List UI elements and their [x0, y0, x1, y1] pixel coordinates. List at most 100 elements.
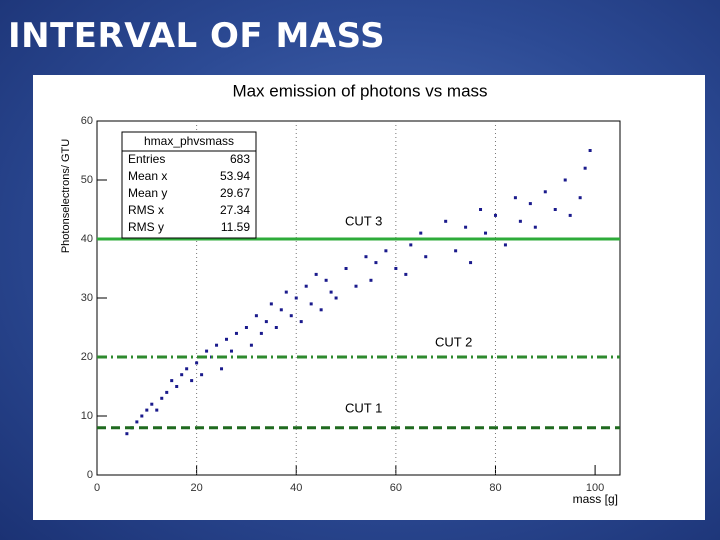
- stats-label: RMS y: [128, 220, 164, 234]
- data-point: [588, 149, 592, 152]
- data-point: [324, 278, 328, 282]
- data-point: [289, 314, 293, 318]
- data-point: [314, 272, 318, 276]
- data-point: [170, 379, 174, 383]
- stats-value: 53.94: [220, 169, 250, 183]
- data-point: [234, 331, 238, 335]
- data-point: [195, 361, 199, 365]
- data-point: [254, 314, 258, 318]
- y-tick-label: 30: [81, 292, 93, 304]
- data-point: [419, 231, 423, 235]
- data-point: [344, 267, 348, 270]
- data-point: [244, 326, 248, 329]
- stats-value: 27.34: [220, 203, 250, 217]
- data-point: [150, 402, 154, 406]
- data-point: [469, 261, 473, 265]
- data-point: [294, 296, 298, 300]
- data-point: [374, 261, 378, 265]
- data-point: [160, 396, 164, 400]
- x-tick-label: 0: [94, 482, 100, 494]
- cut-label: CUT 1: [345, 400, 382, 415]
- data-point: [190, 379, 194, 383]
- data-point: [145, 408, 149, 412]
- data-point: [424, 255, 428, 259]
- data-point: [334, 296, 338, 300]
- x-tick-label: 60: [390, 482, 402, 494]
- data-point: [493, 213, 497, 217]
- slide-title: INTERVAL OF MASS: [8, 16, 386, 56]
- stats-name: hmax_phvsmass: [144, 134, 234, 148]
- data-point: [299, 320, 303, 324]
- x-tick-label: 40: [290, 482, 302, 494]
- data-point: [444, 219, 448, 223]
- data-point: [185, 367, 189, 371]
- data-point: [269, 302, 273, 306]
- data-point: [503, 243, 507, 247]
- stats-value: 683: [230, 152, 250, 166]
- data-point: [284, 290, 288, 294]
- y-tick-label: 20: [81, 351, 93, 363]
- stats-box: [121, 131, 257, 239]
- data-point: [528, 202, 532, 206]
- data-point: [259, 331, 263, 335]
- data-point: [264, 320, 268, 324]
- data-point: [553, 208, 557, 211]
- data-point: [279, 308, 283, 312]
- data-point: [518, 219, 522, 223]
- data-point: [404, 272, 408, 276]
- data-point: [578, 196, 582, 200]
- y-tick-label: 40: [81, 233, 93, 245]
- x-tick-label: 100: [586, 482, 604, 494]
- y-tick-label: 60: [81, 115, 93, 127]
- data-point: [165, 390, 169, 394]
- data-point: [394, 267, 398, 270]
- data-point: [180, 373, 184, 377]
- data-point: [304, 284, 308, 288]
- x-axis-label: mass [g]: [573, 492, 618, 506]
- stats-label: Entries: [128, 152, 165, 166]
- y-tick-label: 50: [81, 174, 93, 186]
- stats-value: 11.59: [221, 220, 250, 234]
- data-point: [135, 420, 139, 424]
- data-point: [205, 349, 209, 353]
- data-point: [225, 337, 229, 341]
- data-point: [140, 414, 144, 418]
- data-point: [175, 385, 179, 388]
- data-point: [309, 302, 313, 306]
- data-point: [220, 367, 224, 371]
- data-point: [543, 190, 547, 194]
- data-point: [249, 343, 253, 347]
- stats-label: Mean y: [128, 186, 167, 200]
- data-point: [568, 213, 572, 217]
- data-point: [329, 290, 333, 294]
- data-point: [384, 249, 388, 253]
- stats-label: Mean x: [128, 169, 167, 183]
- cut-label: CUT 2: [435, 334, 472, 349]
- data-point: [200, 373, 204, 377]
- chart-title: Max emission of photons vs mass: [232, 81, 487, 100]
- stats-label: RMS x: [128, 203, 164, 217]
- data-point: [454, 249, 458, 253]
- y-tick-label: 10: [81, 410, 93, 422]
- data-point: [364, 255, 368, 259]
- data-point: [319, 308, 323, 312]
- data-point: [354, 284, 358, 288]
- data-point: [464, 225, 468, 229]
- data-point: [533, 225, 537, 229]
- cut-label: CUT 3: [345, 213, 382, 228]
- stats-value: 29.67: [220, 186, 250, 200]
- data-point: [513, 196, 517, 200]
- data-point: [215, 343, 219, 347]
- y-axis-label: Photonselectrons/ GTU: [60, 139, 72, 253]
- data-point: [229, 349, 233, 353]
- data-point: [125, 432, 129, 436]
- data-point: [274, 326, 278, 329]
- x-tick-label: 80: [489, 482, 501, 494]
- data-point: [583, 166, 587, 170]
- data-point: [155, 408, 159, 412]
- data-point: [409, 243, 413, 247]
- y-tick-label: 0: [87, 469, 93, 481]
- data-point: [479, 208, 483, 211]
- data-point: [563, 178, 567, 182]
